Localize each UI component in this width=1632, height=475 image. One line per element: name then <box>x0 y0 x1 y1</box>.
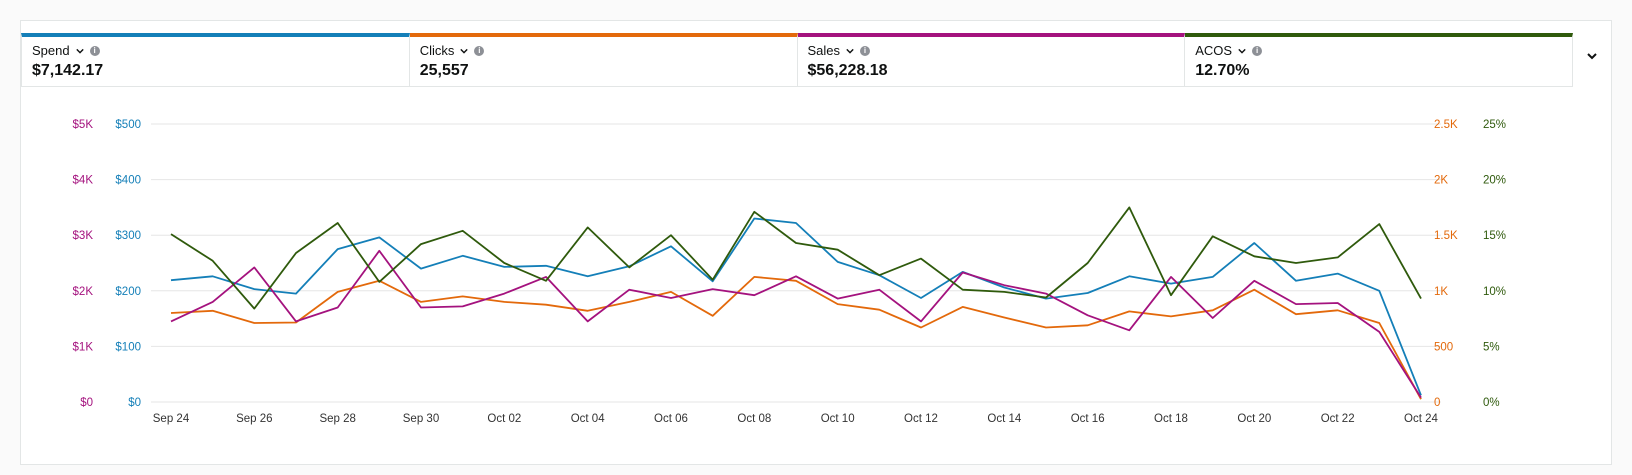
acos-axis-tick: 0% <box>1483 397 1500 409</box>
x-axis-tick: Oct 20 <box>1237 413 1271 425</box>
x-axis-tick: Sep 28 <box>319 413 355 425</box>
x-axis-tick: Oct 08 <box>737 413 771 425</box>
sales-axis-tick: $2K <box>73 286 94 298</box>
metric-label: Sales <box>807 43 841 58</box>
metric-tile-spend[interactable]: Spend i $7,142.17 <box>21 33 410 87</box>
x-axis-tick: Oct 04 <box>571 413 605 425</box>
info-icon[interactable]: i <box>474 45 485 56</box>
series-line-clicks <box>170 275 1422 400</box>
x-axis-tick: Sep 26 <box>236 413 272 425</box>
acos-axis-tick: 10% <box>1483 286 1506 298</box>
x-axis-tick: Oct 02 <box>487 413 521 425</box>
x-axis-tick: Oct 16 <box>1071 413 1105 425</box>
metric-tile-clicks[interactable]: Clicks i 25,557 <box>409 33 798 87</box>
metric-value: 12.70% <box>1195 62 1250 79</box>
sales-axis-tick: $1K <box>73 341 94 353</box>
metric-label: ACOS <box>1195 43 1233 58</box>
metrics-chart-panel: Spend i $7,142.17 Clicks i 25,557 Sales … <box>20 20 1612 465</box>
x-axis-tick: Oct 24 <box>1404 413 1438 425</box>
spend-axis-tick: $0 <box>128 397 141 409</box>
metric-tile-acos[interactable]: ACOS i 12.70% <box>1185 33 1573 87</box>
x-axis-tick: Oct 22 <box>1321 413 1355 425</box>
sales-axis-tick: $0 <box>80 397 93 409</box>
info-icon[interactable]: i <box>860 45 871 56</box>
series-line-spend <box>170 217 1422 396</box>
x-axis-tick: Oct 10 <box>821 413 855 425</box>
expand-chevron-down-icon[interactable] <box>1585 49 1599 63</box>
series-line-sales <box>170 249 1422 399</box>
info-icon[interactable]: i <box>89 45 100 56</box>
clicks-axis-tick: 1.5K <box>1434 230 1458 242</box>
acos-axis-tick: 20% <box>1483 175 1506 187</box>
sales-axis-tick: $4K <box>73 175 94 187</box>
sales-axis-tick: $3K <box>73 230 94 242</box>
x-axis-tick: Oct 18 <box>1154 413 1188 425</box>
metric-tiles: Spend i $7,142.17 Clicks i 25,557 Sales … <box>21 33 1573 87</box>
x-axis-tick: Sep 24 <box>153 413 190 425</box>
chevron-down-icon[interactable] <box>1238 47 1246 55</box>
metric-value: $56,228.18 <box>807 62 888 79</box>
chevron-down-icon[interactable] <box>846 47 854 55</box>
metric-value: 25,557 <box>419 62 469 79</box>
line-chart: $0 $1K $2K $3K $4K $5K $0 $100 $200 $300 $400 $500 0… <box>73 119 1507 425</box>
metric-label: Clicks <box>419 43 455 58</box>
info-icon[interactable]: i <box>1252 45 1263 56</box>
sales-axis-tick: $5K <box>73 119 94 131</box>
x-axis-tick: Oct 12 <box>904 413 938 425</box>
chevron-down-icon[interactable] <box>460 47 469 55</box>
clicks-axis-tick: 0 <box>1434 397 1440 409</box>
clicks-axis-tick: 1K <box>1434 286 1448 298</box>
clicks-axis-tick: 2.5K <box>1434 119 1458 131</box>
acos-axis-tick: 15% <box>1483 230 1506 242</box>
x-axis-tick: Sep 30 <box>403 413 439 425</box>
x-axis-tick: Oct 06 <box>654 413 688 425</box>
spend-axis-tick: $100 <box>115 341 141 353</box>
acos-axis-tick: 25% <box>1483 119 1506 131</box>
metric-tile-sales[interactable]: Sales i $56,228.18 <box>797 33 1186 87</box>
spend-axis-tick: $500 <box>115 119 141 131</box>
clicks-axis-tick: 500 <box>1434 341 1453 353</box>
spend-axis-tick: $200 <box>115 286 141 298</box>
acos-axis-tick: 5% <box>1483 341 1500 353</box>
clicks-axis-tick: 2K <box>1434 175 1448 187</box>
metric-value: $7,142.17 <box>32 62 104 79</box>
spend-axis-tick: $300 <box>115 230 141 242</box>
chevron-down-icon[interactable] <box>75 47 84 55</box>
x-axis-tick: Oct 14 <box>987 413 1021 425</box>
metric-label: Spend <box>32 43 70 58</box>
spend-axis-tick: $400 <box>115 175 141 187</box>
series-line-acos <box>170 206 1422 310</box>
